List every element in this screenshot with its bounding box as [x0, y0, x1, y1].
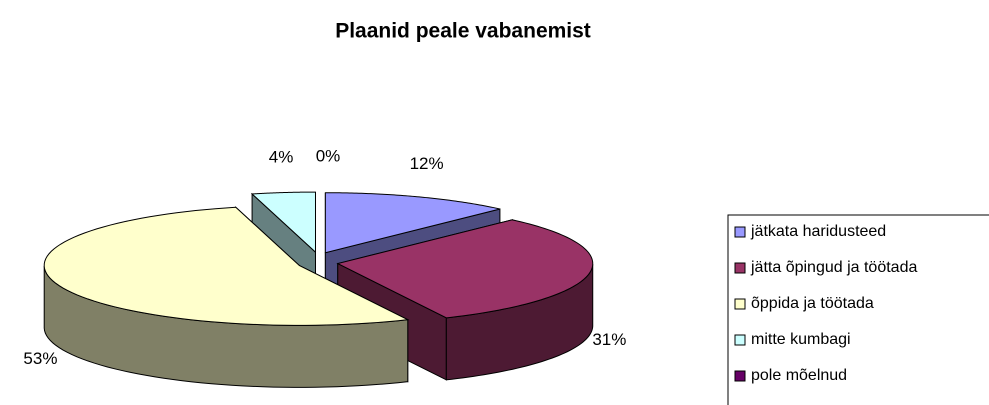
legend-label: õppida ja töötada [751, 295, 874, 312]
data-label: 12% [410, 154, 444, 173]
legend-label: pole mõelnud [751, 367, 847, 384]
slice [324, 192, 501, 254]
chart-title: Plaanid peale vabanemist [335, 20, 591, 43]
legend-box [727, 214, 989, 405]
data-label: 53% [23, 349, 57, 368]
legend-swatch [734, 298, 746, 310]
slice [43, 206, 410, 326]
legend-label: jätkata haridusteed [750, 223, 886, 240]
legend-label: jätta õpingud ja töötada [750, 259, 917, 276]
slice [250, 191, 316, 254]
legend-swatch [734, 226, 746, 238]
data-label: 31% [592, 330, 626, 349]
legend-swatch [734, 334, 746, 346]
legend-swatch [734, 262, 746, 274]
data-label: 0% [316, 146, 341, 165]
slice [336, 219, 594, 319]
data-label: 4% [269, 147, 294, 166]
legend-label: mitte kumbagi [751, 331, 851, 348]
legend-swatch [734, 370, 746, 382]
